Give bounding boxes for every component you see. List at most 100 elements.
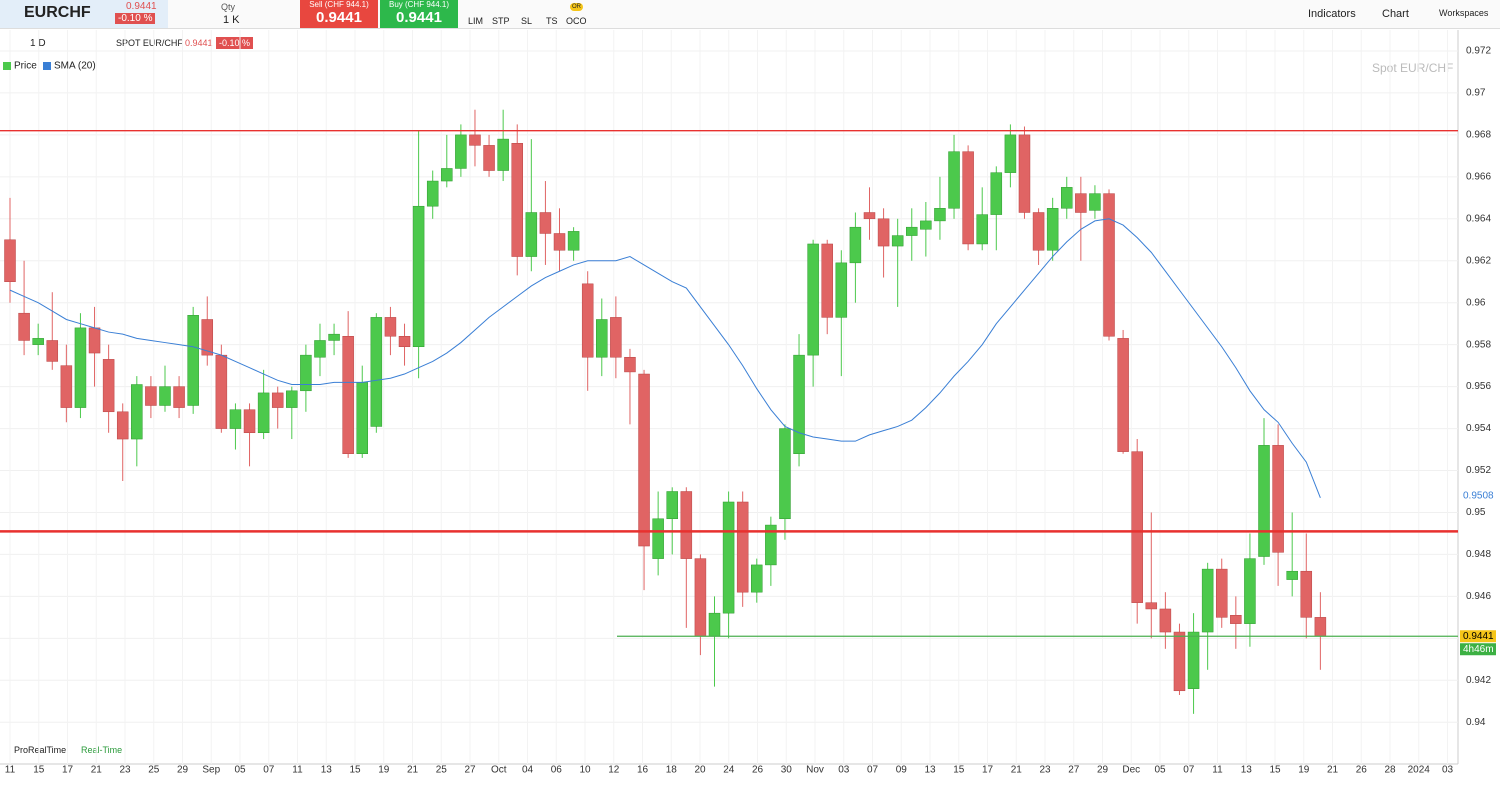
candle-body (807, 243, 819, 356)
x-tick-label: 21 (407, 765, 419, 776)
candle-body (638, 373, 650, 547)
x-tick-label: 30 (781, 765, 793, 776)
candle-body (877, 218, 890, 247)
x-tick-label: Dec (1122, 765, 1140, 776)
candle-body (666, 491, 678, 520)
candle-body (1145, 602, 1158, 610)
countdown-tag (1460, 643, 1496, 656)
candle-body (243, 409, 256, 434)
order-type[interactable]: LIM (468, 16, 484, 26)
candle-body (483, 145, 495, 171)
header-change: -0.10 % (216, 37, 254, 49)
order-type[interactable]: OCO (566, 16, 587, 26)
y-tick-label: 0.97 (1466, 88, 1486, 99)
candle-body (60, 365, 73, 408)
x-tick-label: 07 (263, 765, 275, 776)
candle-body (1131, 451, 1143, 603)
candle-body (708, 612, 721, 637)
candle-body (1244, 558, 1256, 624)
x-tick-label: 10 (579, 765, 591, 776)
candle-body (722, 501, 735, 614)
candle-body (426, 180, 439, 207)
order-type[interactable]: TS (546, 16, 558, 26)
x-tick-label: 21 (91, 765, 103, 776)
legend-label: SMA (20) (54, 61, 96, 72)
candle-body (1018, 134, 1031, 213)
x-tick-label: 13 (321, 765, 333, 776)
candle-body (201, 319, 214, 356)
buy-button[interactable]: Buy (CHF 944.1) 0.9441 (380, 0, 458, 28)
candle-body (356, 382, 368, 454)
candle-body (596, 319, 608, 358)
x-tick-label: 15 (349, 765, 361, 776)
x-tick-label: 11 (5, 765, 16, 776)
y-tick-label: 0.966 (1466, 171, 1491, 182)
x-tick-label: 27 (1068, 765, 1080, 776)
x-tick-label: 29 (1097, 765, 1109, 776)
candle-body (1032, 212, 1045, 251)
x-tick-label: 25 (148, 765, 160, 776)
candle-body (779, 428, 791, 520)
x-tick-label: 28 (1384, 765, 1396, 776)
sell-label: Sell (CHF 944.1) (309, 0, 369, 9)
candle-body (187, 315, 199, 406)
candle-body (765, 524, 777, 566)
change: -0.10 % (115, 13, 156, 24)
y-tick-label: 0.958 (1466, 339, 1491, 350)
candle-body (976, 214, 988, 245)
candle-body (441, 168, 453, 182)
legend-swatch (3, 62, 11, 70)
source: ProRealTime (14, 745, 67, 755)
sell-button[interactable]: Sell (CHF 944.1) 0.9441 (300, 0, 378, 28)
x-tick-label: 26 (752, 765, 764, 776)
order-type[interactable]: SL (521, 16, 533, 26)
candle-body (215, 354, 228, 429)
x-tick-label: Sep (202, 765, 220, 776)
order-type[interactable]: STP (492, 16, 510, 26)
candle-body (1215, 568, 1228, 618)
x-tick-label: 20 (694, 765, 706, 776)
candle-body (1258, 445, 1270, 557)
y-tick-label: 0.954 (1466, 423, 1491, 434)
y-tick-label: 0.946 (1466, 591, 1491, 602)
candle-body (412, 205, 425, 348)
symbol[interactable]: EURCHF (24, 4, 91, 21)
x-tick-label: 17 (62, 765, 74, 776)
sma-line (9, 218, 1321, 498)
candle-body (398, 336, 411, 348)
x-tick-label: 29 (177, 765, 189, 776)
menu-item[interactable]: Workspaces (1439, 8, 1489, 18)
candle-body (948, 151, 960, 209)
y-tick-label: 0.948 (1466, 549, 1491, 560)
candle-body (384, 317, 397, 337)
x-tick-label: 27 (464, 765, 476, 776)
x-tick-label: 07 (1183, 765, 1195, 776)
candle-body (102, 359, 115, 413)
x-tick-label: 15 (1269, 765, 1281, 776)
price-tag (1460, 630, 1496, 643)
x-tick-label: 03 (838, 765, 850, 776)
candle-body (1117, 338, 1129, 452)
x-tick-label: 17 (982, 765, 994, 776)
candle-body (314, 340, 326, 358)
candle-body (962, 151, 974, 245)
x-tick-label: 13 (1241, 765, 1253, 776)
candle-body (173, 386, 185, 408)
price-tag-label: 0.9508 (1463, 490, 1494, 501)
candle-body (328, 333, 340, 341)
x-tick-label: 24 (723, 765, 735, 776)
period[interactable]: 1 D (30, 38, 46, 49)
qty[interactable]: 1 K (223, 14, 240, 26)
candle-body (116, 411, 129, 440)
legend-label: Price (14, 61, 37, 72)
candle-body (286, 390, 298, 408)
candle-body (1286, 570, 1298, 580)
y-tick-label: 0.956 (1466, 381, 1491, 392)
y-tick-label: 0.968 (1466, 130, 1491, 141)
y-tick-label: 0.952 (1466, 465, 1491, 476)
menu-item[interactable]: Chart (1382, 8, 1409, 20)
candle-body (271, 392, 284, 408)
menu-item[interactable]: Indicators (1308, 8, 1356, 20)
